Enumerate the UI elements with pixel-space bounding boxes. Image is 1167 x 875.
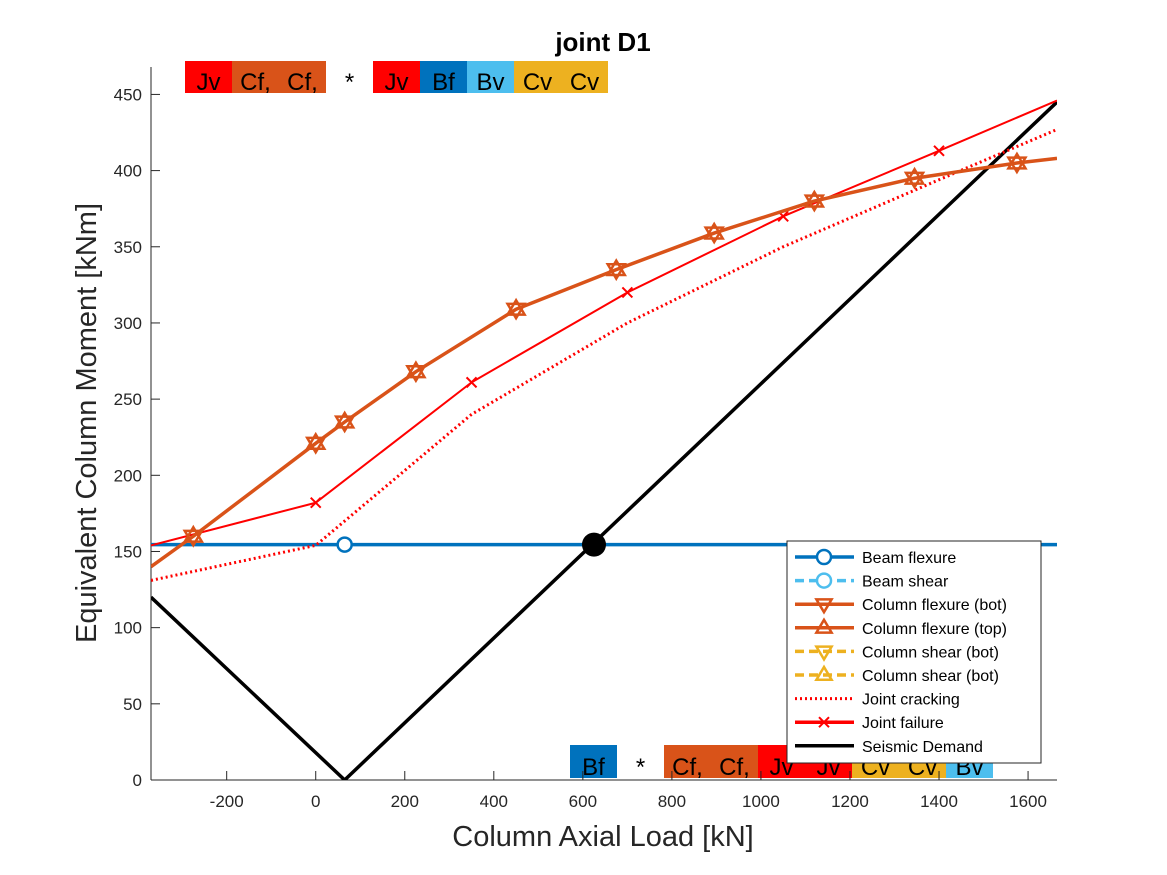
- joint-failure-marker: [933, 145, 945, 157]
- joint-failure-marker: [465, 376, 478, 389]
- y-tick-label: 350: [114, 238, 142, 257]
- top-strip-box-label: Jv: [385, 69, 409, 96]
- legend-label: Beam flexure: [862, 550, 956, 567]
- x-tick-label: 600: [569, 792, 597, 811]
- bottom-strip-box: [570, 745, 617, 778]
- bottom-strip-box: [617, 745, 664, 778]
- top-strip-box-label: Jv: [197, 69, 221, 96]
- y-tick-label: 200: [114, 466, 142, 485]
- top-strip-box: [279, 61, 326, 93]
- column-flexure-top-marker: [605, 258, 627, 277]
- legend-label: Column flexure (bot): [862, 597, 1007, 614]
- top-strip-box: [185, 61, 232, 93]
- column-flexure-line: [151, 156, 1057, 569]
- legend-label: Column shear (bot): [862, 668, 999, 685]
- legend: Beam flexure Beam shear Column flexure (bo…: [786, 540, 1042, 764]
- x-tick-label: 400: [480, 792, 508, 811]
- legend-circle-marker: [815, 548, 833, 566]
- column-flexure-bot-marker: [605, 262, 627, 282]
- bottom-strip-box-label: Cf,: [719, 754, 750, 781]
- column-flexure-top-marker: [1006, 151, 1028, 170]
- x-tick-label: 0: [311, 792, 320, 811]
- top-strip-box-label: Cv: [523, 69, 552, 96]
- column-flexure-bot-marker: [182, 529, 205, 548]
- y-tick-label: 50: [123, 695, 142, 714]
- column-flexure-top-marker: [505, 297, 527, 316]
- beam-flexure-marker: [336, 536, 353, 553]
- legend-label: Seismic Demand: [862, 739, 983, 756]
- top-strip-box: [514, 61, 561, 93]
- legend-label: Column shear (bot): [862, 644, 999, 661]
- legend-label: Joint failure: [862, 715, 944, 732]
- top-strip-box: [373, 61, 420, 93]
- legend-triangle-up-marker: [814, 617, 834, 634]
- legend-label: Joint cracking: [862, 692, 960, 709]
- x-tick-label: 1000: [742, 792, 780, 811]
- column-flexure-bot-marker: [903, 171, 926, 190]
- legend-triangle-down-marker: [814, 598, 834, 615]
- top-strip-box-label: Bv: [476, 69, 504, 96]
- bottom-strip-box-label: Cf,: [672, 754, 703, 781]
- joint-failure-marker: [310, 497, 322, 509]
- column-flexure-top-marker: [903, 166, 926, 185]
- bottom-strip-box-label: Bf: [582, 754, 605, 781]
- column-flexure-top-marker: [405, 360, 427, 379]
- column-flexure-bot-marker: [333, 415, 356, 434]
- top-strip-box: [561, 61, 608, 93]
- column-flexure-bot-marker: [304, 436, 327, 455]
- x-tick-label: 1200: [831, 792, 869, 811]
- x-tick-label: 200: [391, 792, 419, 811]
- top-strip-box-label: Cf,: [287, 69, 318, 96]
- y-tick-label: 400: [114, 162, 142, 181]
- top-strip-box: [326, 61, 373, 93]
- y-tick-label: 250: [114, 390, 142, 409]
- legend-x-marker: [818, 716, 830, 728]
- legend-triangle-up-marker: [814, 664, 834, 682]
- legend-label: Beam shear: [862, 574, 949, 591]
- plot-layer: [151, 99, 1057, 780]
- column-flexure-bot-marker: [1006, 156, 1028, 175]
- y-tick-label: 150: [114, 542, 142, 561]
- top-strip-box-label: Cv: [570, 69, 599, 96]
- top-strip-box-label: *: [345, 69, 354, 96]
- top-strip-box-label: Cf,: [240, 69, 271, 96]
- top-strip-box-label: Bf: [432, 69, 455, 96]
- bottom-strip-box: [711, 745, 758, 778]
- x-axis-title: Column Axial Load [kN]: [452, 821, 753, 853]
- bottom-strip-box-label: *: [636, 754, 645, 781]
- axes-layer: -200 0 200 400 600 800 1000 1200 1400 1600 0 50 100 1…: [114, 67, 1057, 811]
- column-flexure-bot-marker: [803, 194, 826, 213]
- y-tick-label: 300: [114, 314, 142, 333]
- column-flexure-bot-marker: [703, 226, 725, 245]
- joint-failure-line: [151, 99, 1057, 547]
- joint-cracking-line: [151, 128, 1057, 582]
- chart-title: joint D1: [554, 27, 650, 57]
- column-flexure-bot-marker: [505, 302, 527, 321]
- column-flexure-bot-marker: [405, 365, 427, 384]
- y-tick-label: 100: [114, 619, 142, 638]
- y-tick-label: 450: [114, 85, 142, 104]
- x-tick-label: -200: [210, 792, 244, 811]
- seismic-demand-line: [151, 100, 1057, 780]
- legend-label: Column flexure (top): [862, 621, 1007, 638]
- y-axis-title: Equivalent Column Moment [kNm]: [71, 203, 103, 643]
- x-tick-label: 1400: [920, 792, 958, 811]
- column-flexure-top-marker: [304, 431, 327, 450]
- column-flexure-top-marker: [182, 524, 205, 543]
- x-tick-label: 800: [658, 792, 686, 811]
- column-flexure-top-marker: [803, 189, 826, 208]
- column-flexure-top-marker: [333, 410, 356, 429]
- legend-hourglass-marker: [814, 645, 834, 662]
- legend-entries: Beam flexure Beam shear Column flexure (bo…: [795, 548, 1007, 756]
- joint-failure-marker: [621, 286, 634, 299]
- demand-point-marker: [581, 532, 606, 557]
- top-strip-box: [420, 61, 467, 93]
- x-tick-label: 1600: [1009, 792, 1047, 811]
- top-strip-box: [232, 61, 279, 93]
- top-strip-box: [467, 61, 514, 93]
- column-flexure-top-marker: [703, 221, 725, 240]
- legend-circle-marker: [815, 572, 833, 589]
- y-tick-label: 0: [133, 771, 142, 790]
